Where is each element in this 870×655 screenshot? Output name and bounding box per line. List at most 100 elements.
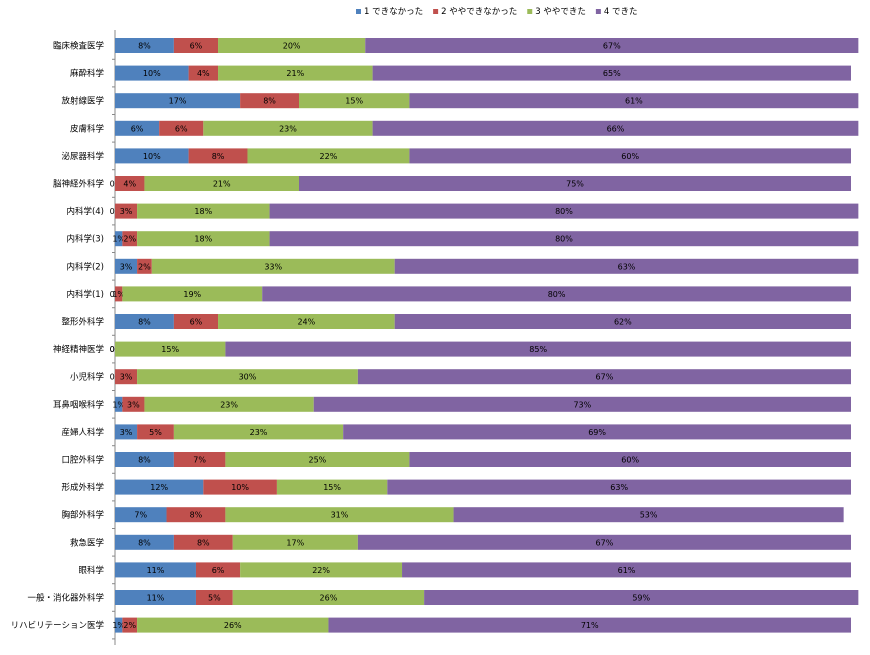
data-label: 10%: [143, 69, 161, 78]
data-label: 62%: [614, 318, 632, 327]
bar-segment: [409, 148, 851, 164]
legend-label: 2 ややできなかった: [441, 7, 517, 17]
data-label: 67%: [603, 42, 621, 51]
bar-segment: [115, 396, 123, 412]
bar-segment: [137, 203, 270, 219]
data-label: 8%: [197, 538, 210, 547]
bar-segment: [328, 617, 851, 633]
data-label: 2%: [123, 235, 136, 244]
data-label: 80%: [548, 290, 566, 299]
bar-segment: [365, 38, 859, 53]
bar-segment: [203, 120, 373, 136]
bar-segment: [203, 479, 277, 495]
bar-segment: [218, 38, 366, 53]
category-label: 救急医学: [70, 537, 105, 548]
category-label: 皮膚科学: [70, 123, 105, 134]
data-label: 7%: [134, 511, 147, 520]
data-label: 15%: [323, 483, 341, 492]
bar-segment: [225, 507, 454, 523]
data-label: 67%: [596, 373, 614, 382]
data-label: 8%: [138, 456, 151, 465]
data-label: 31%: [331, 511, 349, 520]
legend-swatch: [356, 9, 361, 14]
category-label: 臨床検査医学: [53, 41, 105, 52]
bar-row: 1%2% 18% 80%: [112, 231, 859, 247]
data-label: 10%: [231, 483, 249, 492]
bar-row: 8% 6% 24% 62%: [115, 314, 851, 329]
category-label: 泌尿器科学: [61, 151, 104, 162]
category-label: 形成外科学: [61, 482, 104, 493]
bar-segment: [115, 38, 174, 53]
legend-label: 4 できた: [604, 7, 638, 17]
data-label: 22%: [312, 566, 330, 575]
bar-segment: [262, 286, 851, 302]
bar-segment: [424, 590, 859, 605]
bar-segment: [115, 562, 196, 578]
bar-segment: [115, 452, 174, 467]
category-label: 内科学(1): [66, 289, 104, 300]
data-label: 69%: [588, 428, 606, 437]
bar-segment: [115, 534, 174, 550]
legend-item: 1 できなかった: [356, 7, 423, 17]
legend-item: 3 ややできた: [527, 7, 586, 17]
bar-segment: [173, 38, 219, 53]
data-label: 8%: [138, 318, 151, 327]
bar-segment: [115, 176, 145, 191]
category-label: 内科学(3): [66, 234, 104, 245]
category-label: 脳神経外科学: [53, 179, 105, 190]
bar-segment: [115, 148, 189, 164]
bar-segment: [218, 65, 373, 81]
bar-segment: [188, 65, 219, 81]
data-label: 24%: [297, 318, 315, 327]
data-label: 1%: [112, 235, 125, 244]
data-label: 75%: [566, 180, 584, 189]
data-label: 26%: [320, 594, 338, 603]
bar-segment: [115, 617, 123, 633]
bar-segment: [188, 148, 248, 164]
data-label: 5%: [208, 594, 221, 603]
category-label: 一般・消化器外科学: [27, 593, 104, 604]
bar-segment: [240, 93, 299, 109]
bar-segment: [137, 369, 358, 385]
data-label: 71%: [581, 621, 599, 630]
bar-segment: [173, 314, 219, 329]
category-label: 内科学(4): [66, 206, 104, 217]
bar-row: 6% 6% 23% 66%: [115, 120, 859, 136]
chart-legend: 1 できなかった 2 ややできなかった 3 ややできた 4 できた: [356, 7, 638, 17]
data-label: 20%: [283, 42, 301, 51]
data-label: 30%: [239, 373, 257, 382]
bar-segment: [115, 286, 123, 302]
bar-segment: [372, 120, 859, 136]
data-label: 66%: [607, 124, 625, 133]
category-label: 神経精神医学: [53, 344, 105, 355]
category-label: 内科学(2): [66, 261, 104, 272]
bar-segment: [144, 396, 314, 412]
data-label: 8%: [263, 97, 276, 106]
bar-row: 0%3%30%67%: [110, 369, 851, 385]
category-label: 小児科学: [70, 372, 105, 383]
bar-segment: [313, 396, 852, 412]
data-label: 61%: [625, 97, 643, 106]
plot-area: 8% 6% 20% 67%10% 4% 21% 65%17% 8% 15% 61%6% 6% 23% 6…: [110, 30, 859, 645]
data-label: 63%: [610, 483, 628, 492]
bar-segment: [387, 479, 851, 495]
data-label: 23%: [279, 124, 297, 133]
bar-segment: [122, 617, 138, 633]
bar-segment: [225, 452, 410, 467]
data-label: 3%: [127, 400, 140, 409]
bar-segment: [357, 534, 851, 550]
bar-segment: [115, 120, 160, 136]
bar-row: 8% 8% 17% 67%: [115, 534, 851, 550]
data-label: 67%: [596, 538, 614, 547]
bar-segment: [232, 590, 425, 605]
bar-segment: [115, 507, 167, 523]
data-label: 15%: [345, 97, 363, 106]
bar-segment: [225, 341, 851, 357]
bar-segment: [115, 424, 138, 440]
data-label: 7%: [193, 456, 206, 465]
data-label: 6%: [175, 124, 188, 133]
bar-segment: [144, 176, 299, 191]
data-label: 8%: [190, 511, 203, 520]
bar-row: 17% 8% 15% 61%: [115, 93, 859, 109]
